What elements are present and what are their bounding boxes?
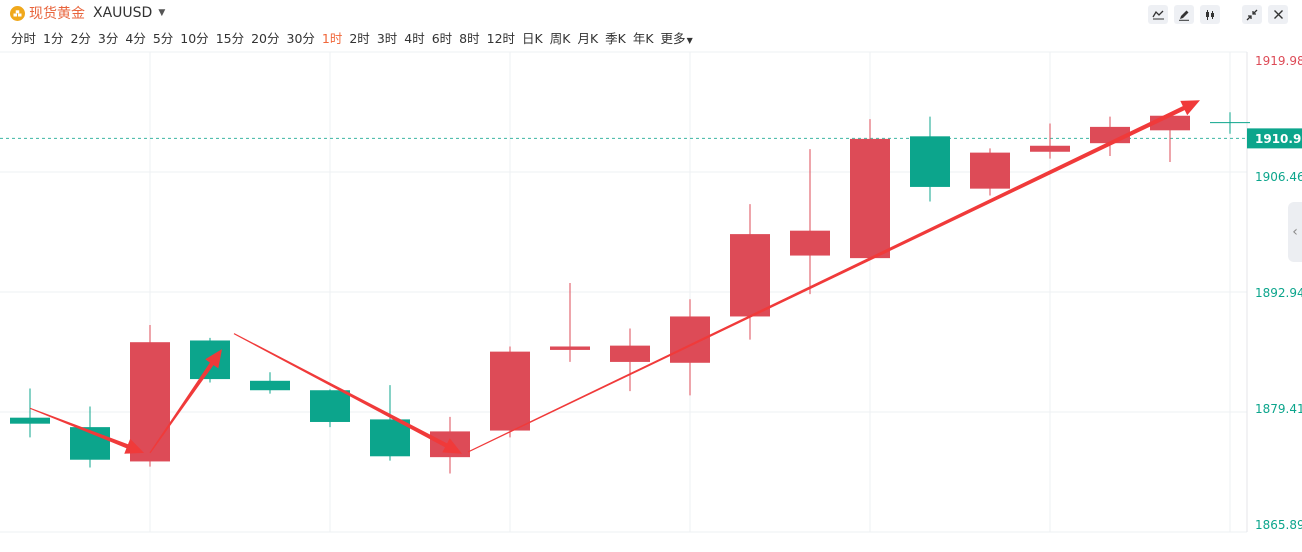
y-tick-label: 1865.89 [1255,518,1302,532]
chevron-left-icon: ‹ [1292,224,1298,240]
timeframe-4[interactable]: 4分 [125,30,146,46]
candle-body[interactable] [490,351,530,431]
timeframe-12[interactable]: 3时 [376,30,398,46]
candle-body[interactable] [910,136,950,187]
candle-body[interactable] [370,419,410,457]
y-tick-label: 1906.46 [1255,170,1302,184]
y-tick-label: 1892.94 [1255,286,1302,300]
candle-body[interactable] [1030,145,1070,152]
timeframe-8[interactable]: 20分 [251,30,280,46]
timeframe-2[interactable]: 2分 [70,30,91,46]
timeframe-21[interactable]: 年K [632,30,654,46]
timeframe-20[interactable]: 季K [605,30,626,46]
close-icon[interactable] [1268,5,1288,24]
gold-coin-icon [10,5,25,21]
timeframe-0[interactable]: 分时 [11,30,37,46]
candle-style-icon[interactable] [1200,5,1220,24]
side-panel-toggle[interactable]: ‹ [1288,202,1302,262]
collapse-icon[interactable] [1242,5,1262,24]
chevron-down-icon: ▼ [158,8,166,18]
draw-icon[interactable] [1174,5,1194,24]
trend-arrow [233,333,462,454]
candle-body[interactable] [610,345,650,362]
timeframe-9[interactable]: 30分 [286,30,315,46]
y-tick-label: 1919.98 [1255,54,1302,68]
candle-body[interactable] [130,342,170,462]
trend-arrow [149,349,222,454]
candle-body[interactable] [970,152,1010,189]
timeframe-16[interactable]: 12时 [486,30,516,46]
indicator-icon[interactable] [1148,5,1168,24]
current-price-badge [1247,128,1302,149]
timeframe-7[interactable]: 15分 [215,30,245,46]
timeframe-18[interactable]: 周K [549,30,571,46]
timeframe-14[interactable]: 6时 [431,30,453,46]
symbol-selector[interactable]: 现货黄金 XAUUSD ▼ [10,3,165,23]
candle-body[interactable] [550,346,590,350]
timeframe-13[interactable]: 4时 [404,30,425,46]
timeframe-1[interactable]: 1分 [43,30,64,46]
candle-body[interactable] [790,230,830,256]
symbol-name: 现货黄金 [29,6,85,22]
timeframe-17[interactable]: 日K [522,30,543,46]
candle-body[interactable] [310,390,350,422]
candle-body[interactable] [10,417,50,424]
candle-body[interactable] [850,138,890,259]
chart-header: 现货黄金 XAUUSD ▼ [0,0,1302,26]
timeframe-6[interactable]: 10分 [180,30,209,46]
trend-arrow [467,100,1200,453]
timeframe-22[interactable]: 更多▼ [660,30,693,46]
chevron-down-icon: ▼ [686,35,693,45]
y-tick-label: 1879.41 [1255,402,1302,416]
timeframe-15[interactable]: 8时 [459,30,480,46]
symbol-code: XAUUSD [93,5,153,21]
timeframe-10[interactable]: 1时 [321,30,343,46]
current-price-label: 1910.96 [1255,132,1302,146]
timeframe-3[interactable]: 3分 [97,30,119,46]
timeframe-11[interactable]: 2时 [349,30,370,46]
timeframe-19[interactable]: 月K [577,30,599,46]
timeframe-bar: 分时 1分 2分 3分 4分 5分 10分 15分 20分 30分 1时 2时 3时 4时 6时 8时 12时日… [0,27,700,47]
candle-body[interactable] [250,380,290,391]
toolbar [1148,5,1288,24]
trend-arrow [29,407,144,454]
timeframe-5[interactable]: 5分 [152,30,174,46]
candle-body[interactable] [730,234,770,317]
